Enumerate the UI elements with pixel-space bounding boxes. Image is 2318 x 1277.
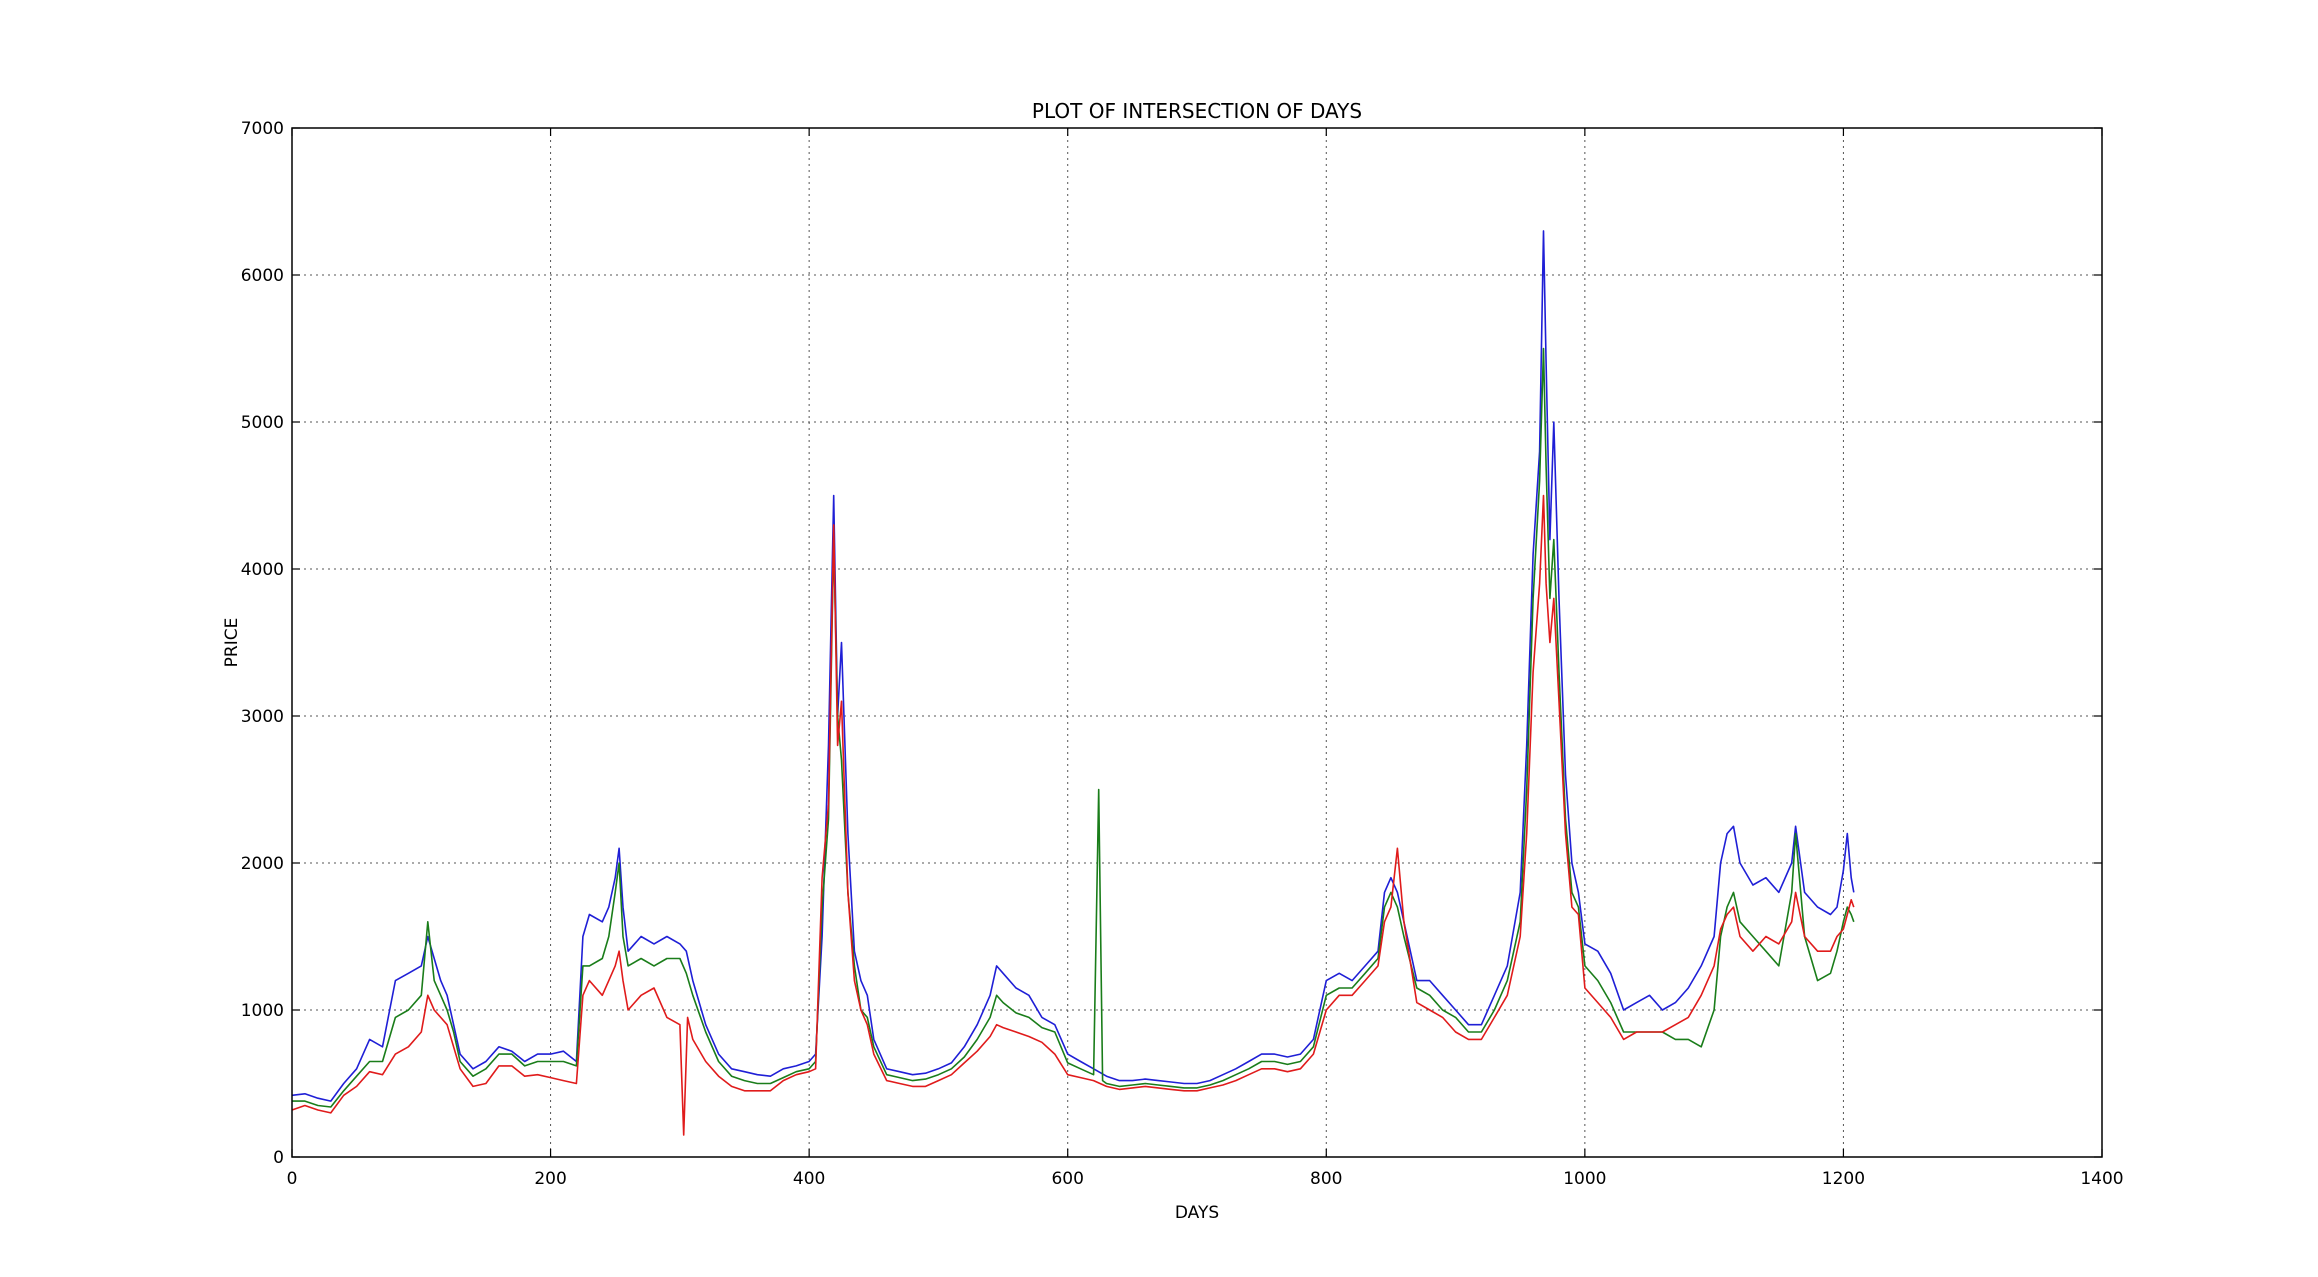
x-tick-label: 1000: [1563, 1169, 1606, 1189]
y-tick-label: 7000: [241, 119, 284, 139]
series-line-2: [292, 347, 1855, 1108]
series-line-1: [291, 230, 1855, 1102]
y-tick-label: 4000: [241, 560, 284, 580]
x-tick-label: 1400: [2080, 1169, 2123, 1189]
x-tick-label: 200: [534, 1169, 566, 1189]
x-tick-label: 1200: [1822, 1169, 1865, 1189]
grid: [292, 128, 2102, 1157]
y-tick-label: 6000: [241, 266, 284, 286]
series-line-3: [291, 494, 1855, 1136]
x-tick-label: 0: [287, 1169, 298, 1189]
series-layer: [291, 230, 1855, 1136]
x-tick-label: 600: [1051, 1169, 1083, 1189]
chart-title: PLOT OF INTERSECTION OF DAYS: [1032, 99, 1362, 123]
y-axis-label: PRICE: [222, 618, 242, 668]
x-tick-label: 400: [793, 1169, 825, 1189]
plot-frame: [291, 127, 2103, 1158]
x-axis-label: DAYS: [1175, 1203, 1219, 1223]
y-tick-label: 5000: [241, 413, 284, 433]
y-tick-label: 3000: [241, 707, 284, 727]
x-tick-label: 800: [1310, 1169, 1342, 1189]
y-tick-label: 2000: [241, 854, 284, 874]
y-tick-label: 1000: [241, 1001, 284, 1021]
axis-ticks: 0 200 400 600 800 1000 1200 1400 0 1000 2000 3000 40…: [241, 119, 2124, 1189]
y-tick-label: 0: [273, 1148, 284, 1168]
